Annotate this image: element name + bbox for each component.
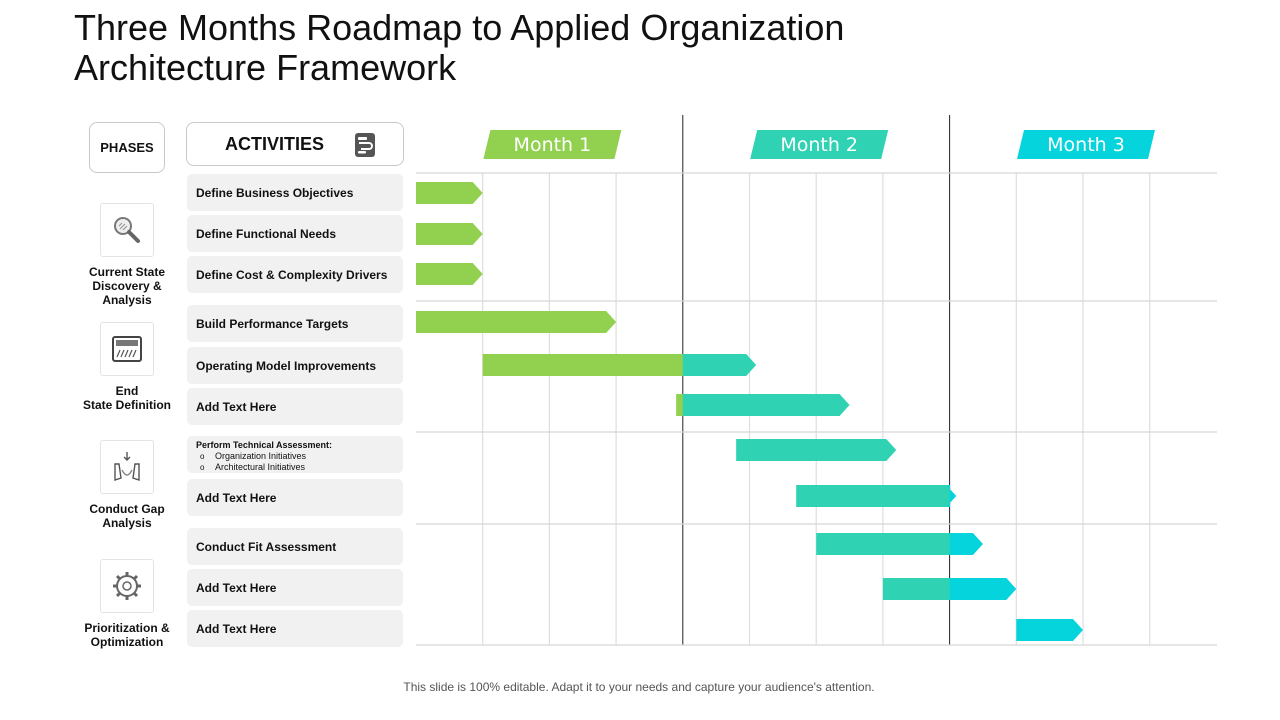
phase-label-line: Prioritization &: [84, 621, 170, 635]
month-label: Month 2: [780, 134, 858, 156]
gear-icon: [100, 559, 154, 613]
calculator-icon: [100, 322, 154, 376]
phase-label-line: Discovery &: [92, 279, 162, 293]
funnel-icon: [100, 440, 154, 494]
activity-item: Perform Technical Assessment: Organizati…: [187, 436, 403, 473]
gantt-bar: [482, 354, 757, 376]
gantt-bar: [416, 182, 483, 204]
month-label: Month 3: [1047, 134, 1125, 156]
document-icon: [355, 133, 375, 157]
phase-label-line: Optimization: [90, 635, 164, 649]
activity-bullets: Organization Initiatives Architectural I…: [196, 451, 403, 473]
month-banner: [750, 130, 889, 159]
phase-prioritization: Prioritization & Optimization: [78, 559, 176, 649]
month-label: Month 1: [514, 134, 592, 156]
phase-gap-analysis: Conduct Gap Analysis: [78, 440, 176, 530]
activity-bullet: Organization Initiatives: [196, 451, 403, 462]
gantt-bar: [416, 311, 617, 333]
phase-label-line: Analysis: [102, 293, 152, 307]
gantt-bar: [882, 578, 1017, 600]
phase-label-line: Analysis: [102, 516, 152, 530]
month-banner: [483, 130, 622, 159]
phase-label-line: Current State: [88, 265, 165, 279]
gantt-bar: [816, 533, 983, 555]
footer-note: This slide is 100% editable. Adapt it to…: [403, 680, 875, 694]
phases-header: PHASES: [89, 122, 165, 173]
activity-item: Conduct Fit Assessment: [187, 528, 403, 565]
activity-item: Add Text Here: [187, 610, 403, 647]
activity-item: Operating Model Improvements: [187, 347, 403, 384]
gantt-bar: [1016, 619, 1083, 641]
phase-label-line: End: [115, 384, 139, 398]
activity-item-title: Perform Technical Assessment:: [196, 440, 333, 450]
page-title: Three Months Roadmap to Applied Organiza…: [74, 7, 845, 88]
activity-item: Define Business Objectives: [187, 174, 403, 211]
phase-label-line: Conduct Gap: [89, 502, 165, 516]
activity-item: Build Performance Targets: [187, 305, 403, 342]
activity-item: Define Functional Needs: [187, 215, 403, 252]
activity-item: Add Text Here: [187, 479, 403, 516]
phase-label-line: State Definition: [82, 398, 171, 412]
phase-end-state: End State Definition: [78, 322, 176, 412]
activity-item: Define Cost & Complexity Drivers: [187, 256, 403, 293]
gantt-bar: [796, 485, 957, 507]
activities-header: ACTIVITIES: [186, 122, 404, 166]
gantt-bar: [676, 394, 850, 416]
activities-header-label: ACTIVITIES: [225, 133, 325, 154]
activity-item: Add Text Here: [187, 569, 403, 606]
gantt-bar: [416, 223, 483, 245]
magnifier-icon: [100, 203, 154, 257]
gantt-bar: [416, 263, 483, 285]
activity-item: Add Text Here: [187, 388, 403, 425]
month-banner: [1017, 130, 1155, 159]
activity-bullet: Architectural Initiatives: [196, 462, 403, 473]
gantt-bar: [736, 439, 897, 461]
phase-current-state: Current State Discovery & Analysis: [78, 203, 176, 307]
